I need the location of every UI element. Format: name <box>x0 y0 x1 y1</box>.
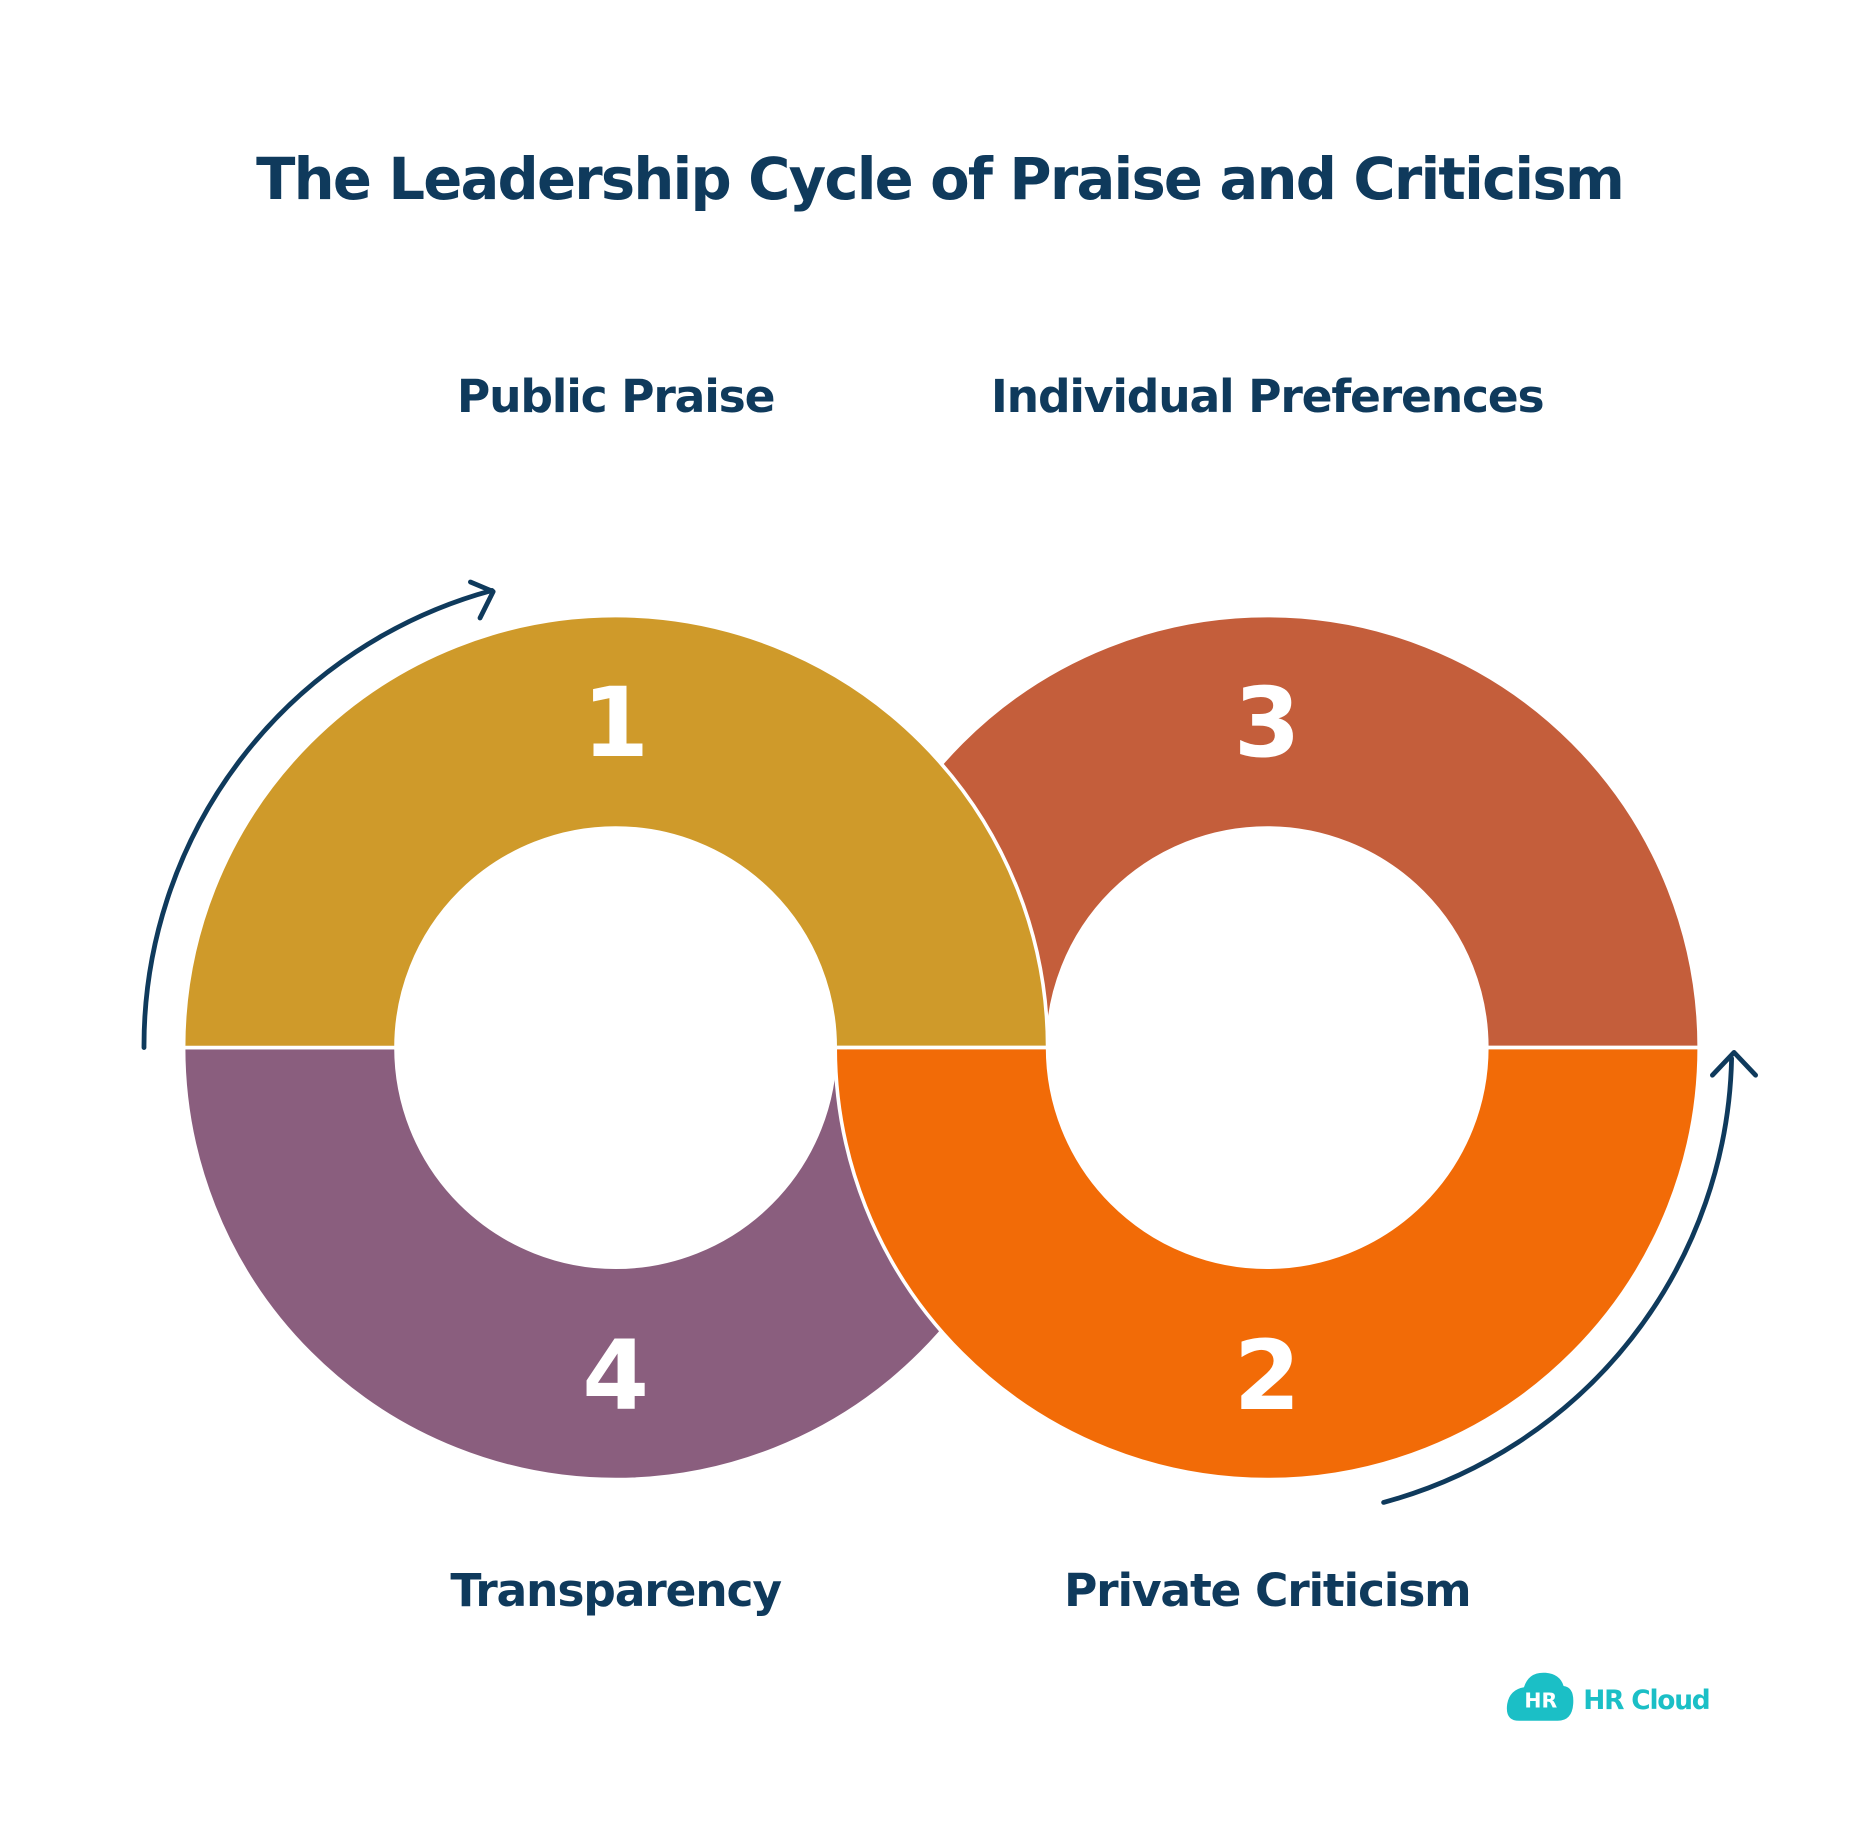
arrow-head <box>468 579 496 621</box>
step-number: 1 <box>582 667 649 779</box>
title: The Leadership Cycle of Praise and Criti… <box>256 146 1623 213</box>
arrow-head <box>1709 1049 1758 1078</box>
step-label: Individual Preferences <box>991 370 1544 423</box>
logo: HR HR Cloud <box>1506 1672 1711 1721</box>
step-number: 4 <box>582 1320 649 1432</box>
step-label: Private Criticism <box>1064 1564 1471 1617</box>
logo-icon-text: HR <box>1524 1689 1557 1713</box>
segment-2 <box>833 1045 1702 1482</box>
segment-4 <box>181 1045 1050 1482</box>
logo-text: HR Cloud <box>1583 1685 1709 1716</box>
step-number: 2 <box>1234 1320 1301 1432</box>
segment-3 <box>833 613 1702 1050</box>
segment-1 <box>181 613 1050 1050</box>
step-number: 3 <box>1234 667 1301 779</box>
step-label: Public Praise <box>457 370 774 423</box>
arrow <box>1381 1055 1734 1505</box>
arrow <box>141 588 495 1050</box>
step-label: Transparency <box>450 1564 781 1617</box>
logo-cloud <box>1506 1672 1574 1721</box>
